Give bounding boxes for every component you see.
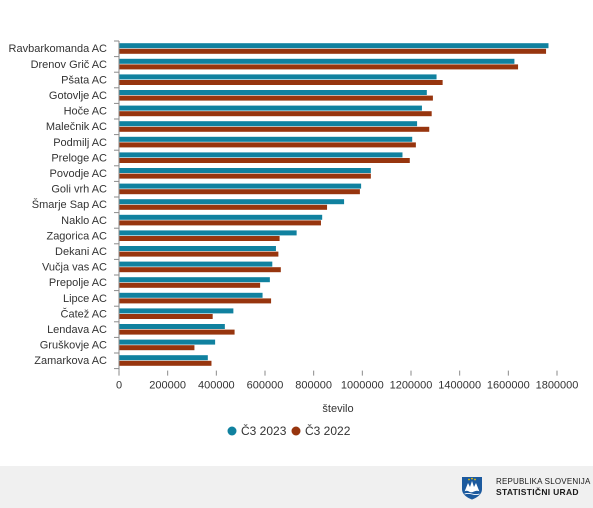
x-tick-label: 0 (116, 380, 122, 392)
category-label: Lendava AC (47, 324, 107, 336)
bar-previous-9 (119, 189, 360, 195)
legend-label[interactable]: Č3 2022 (305, 423, 351, 438)
bar-current-17 (119, 308, 234, 314)
category-label: Gotovlje AC (49, 90, 107, 102)
category-label: Pšata AC (61, 74, 107, 86)
org-name: REPUBLIKA SLOVENIJA STATISTIČNI URAD (496, 477, 591, 498)
x-tick-label: 1000000 (341, 380, 384, 392)
bar-previous-13 (119, 251, 279, 257)
bar-current-9 (119, 183, 362, 189)
bar-previous-5 (119, 126, 430, 132)
bar-previous-1 (119, 64, 519, 70)
category-label: Preloge AC (51, 152, 107, 164)
category-label: Ravbarkomanda AC (9, 43, 107, 55)
category-label: Zagorica AC (46, 230, 107, 242)
bar-current-19 (119, 339, 216, 345)
bar-current-10 (119, 199, 345, 205)
bar-current-11 (119, 214, 323, 220)
x-tick-label: 600000 (247, 380, 284, 392)
footer: REPUBLIKA SLOVENIJA STATISTIČNI URAD (0, 466, 593, 508)
x-tick-label: 400000 (198, 380, 235, 392)
bar-current-5 (119, 121, 418, 127)
bar-current-0 (119, 43, 549, 49)
legend-label[interactable]: Č3 2023 (241, 423, 287, 438)
bar-previous-6 (119, 142, 416, 148)
bar-current-14 (119, 261, 273, 267)
bar-previous-4 (119, 111, 432, 117)
bar-current-15 (119, 277, 270, 283)
bar-previous-2 (119, 80, 443, 85)
bar-previous-12 (119, 236, 280, 241)
x-tick-label: 1800000 (536, 380, 579, 392)
bar-previous-18 (119, 329, 235, 335)
bar-chart: Ravbarkomanda AC Drenov Grič AC Pšata AC Go… (9, 40, 579, 438)
bar-current-4 (119, 105, 422, 111)
category-label: Naklo AC (61, 215, 107, 227)
x-tick-label: 1200000 (390, 380, 433, 392)
bar-previous-20 (119, 360, 212, 366)
category-label: Šmarje Sap AC (32, 198, 107, 211)
category-label: Čatež AC (61, 307, 108, 320)
category-label: Hoče AC (64, 106, 107, 118)
bar-current-3 (119, 90, 427, 95)
category-labels: Ravbarkomanda AC Drenov Grič AC Pšata AC Go… (9, 43, 108, 367)
bar-previous-14 (119, 267, 281, 273)
category-label: Povodje AC (50, 168, 108, 180)
org-name-line1: REPUBLIKA SLOVENIJA (496, 477, 591, 486)
bar-current-13 (119, 246, 276, 251)
bar-current-16 (119, 292, 263, 298)
bar-previous-11 (119, 220, 321, 226)
bar-previous-10 (119, 204, 328, 210)
category-label: Prepolje AC (49, 277, 107, 289)
x-tick-label: 1600000 (487, 380, 530, 392)
category-label: Malečnik AC (46, 121, 107, 133)
category-label: Dekani AC (55, 246, 107, 258)
legend-swatch (291, 426, 301, 436)
x-tick-label: 800000 (295, 380, 332, 392)
bar-previous-3 (119, 95, 433, 101)
category-label: Vučja vas AC (42, 262, 107, 274)
slovenia-coat-of-arms-icon (462, 477, 482, 500)
bar-previous-17 (119, 314, 213, 319)
category-label: Podmilj AC (53, 137, 107, 149)
bar-previous-16 (119, 298, 272, 304)
bar-previous-7 (119, 158, 410, 163)
x-tick-label: 1400000 (438, 380, 481, 392)
bar-current-1 (119, 58, 515, 64)
plot-area (114, 40, 549, 371)
bar-previous-0 (119, 48, 547, 54)
bar-previous-8 (119, 173, 371, 179)
category-label: Zamarkova AC (34, 355, 107, 367)
x-tick-label: 200000 (149, 380, 186, 392)
bar-current-20 (119, 355, 208, 361)
category-label: Goli vrh AC (51, 184, 107, 196)
category-label: Lipce AC (63, 293, 107, 305)
bar-current-2 (119, 74, 437, 80)
org-name-line2: STATISTIČNI URAD (496, 487, 579, 497)
bar-current-6 (119, 136, 413, 142)
bar-current-8 (119, 168, 371, 173)
category-label: Drenov Grič AC (31, 59, 107, 71)
category-label: Gruškovje AC (40, 340, 107, 352)
bar-previous-19 (119, 345, 195, 351)
legend: Č3 2023 Č3 2022 (227, 423, 351, 438)
x-axis-ticks: 0 200000 400000 600000 800000 1000000 1200000 1… (116, 370, 579, 392)
bar-current-18 (119, 324, 225, 329)
legend-swatch (227, 426, 237, 436)
x-axis-title: število (322, 403, 353, 415)
bar-current-7 (119, 152, 403, 158)
bar-current-12 (119, 230, 297, 236)
bar-previous-15 (119, 282, 261, 288)
